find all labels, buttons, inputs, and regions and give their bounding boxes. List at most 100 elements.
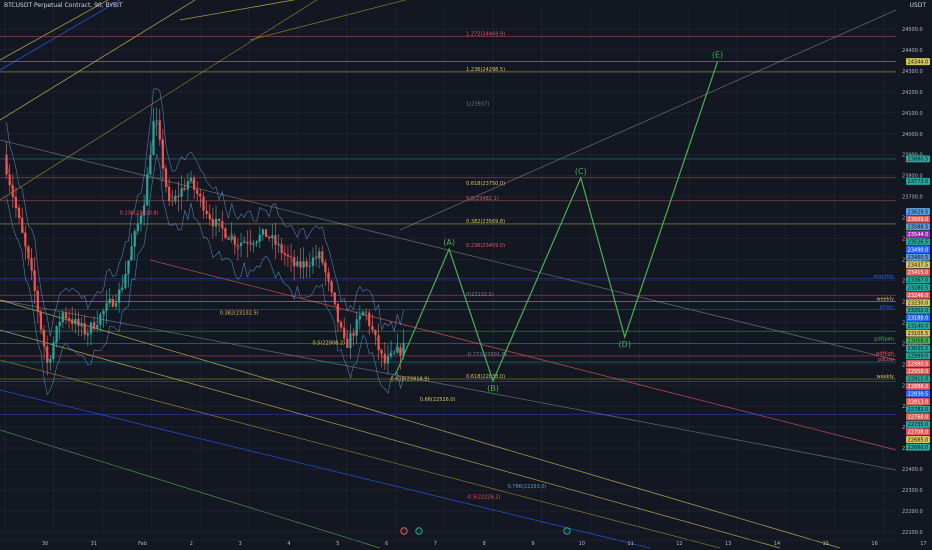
candle-body	[196, 189, 199, 195]
candle-body	[186, 181, 189, 190]
fib-label: -0.5(22226.2)	[466, 495, 500, 501]
candle-body	[324, 262, 327, 273]
candle-body	[46, 346, 49, 363]
candle-body	[343, 327, 346, 339]
price-tag	[906, 344, 930, 352]
lower-band	[6, 154, 404, 396]
level-name-label: pdOpen	[874, 336, 894, 342]
time-tick-label: 2	[190, 541, 193, 547]
level-name-label: weekly	[877, 374, 895, 380]
candle-body	[5, 154, 8, 175]
event-marker-icon	[563, 527, 571, 535]
candle-body	[383, 353, 386, 364]
wave-label: (E)	[712, 51, 723, 60]
candle-body	[89, 322, 93, 334]
time-tick-label: 9	[531, 541, 534, 547]
candle-body	[133, 231, 136, 247]
fib-label: 0.236(23459.0)	[466, 243, 505, 249]
price-tick-label: 23700.0	[902, 195, 923, 201]
candle-body	[168, 186, 171, 201]
price-tag-label: 22911.0	[908, 377, 929, 383]
candle-body	[349, 333, 352, 348]
price-tag	[906, 306, 930, 314]
candle-body	[155, 120, 158, 122]
candle-body	[71, 320, 74, 325]
candle-body	[183, 188, 186, 190]
candle-body	[255, 241, 258, 243]
price-tag-label: 22958.0	[908, 369, 929, 375]
candle-body	[143, 205, 146, 216]
candle-body	[83, 323, 86, 335]
price-tick-label: 24400.0	[902, 48, 923, 54]
price-tag	[906, 337, 930, 345]
horizontal-levels	[0, 35, 896, 415]
time-tick-label: 15	[823, 541, 829, 547]
time-tick-label: 7	[434, 541, 437, 547]
candle-body	[230, 236, 233, 240]
price-tag-label: 23230.0	[908, 301, 929, 307]
candle-body	[243, 242, 246, 243]
price-tick-label: 22600.0	[902, 425, 923, 431]
channel-line	[0, 0, 121, 71]
channel-line	[0, 389, 651, 549]
candle-body	[180, 188, 183, 197]
price-tag-label: 23490.0	[908, 247, 929, 253]
candle-body	[393, 352, 396, 354]
candle-body	[371, 325, 374, 330]
candle-body	[274, 235, 277, 245]
channel-line	[179, 0, 296, 21]
channel-line	[0, 299, 897, 471]
price-tag	[906, 352, 930, 360]
candle-body	[308, 265, 311, 267]
candle-body	[77, 318, 80, 326]
price-tick-label: 24500.0	[902, 27, 923, 33]
channel-line	[0, 139, 897, 361]
price-tag-label: 23544.0	[908, 232, 929, 238]
price-tags: 24344.0 23880.5 23773.0 23629.5 23609.0 23588…	[906, 58, 930, 451]
candle-body	[339, 322, 343, 328]
price-tag	[906, 291, 930, 299]
price-tag	[906, 398, 930, 406]
candle-body	[299, 261, 302, 268]
price-tag	[906, 246, 930, 254]
level-name-label: prdan	[879, 304, 894, 310]
price-tag	[906, 261, 930, 269]
candle-body	[105, 303, 108, 311]
price-tag	[906, 208, 930, 216]
event-marker-icon	[415, 527, 423, 535]
level-name-label: weekly	[877, 296, 895, 302]
price-tag	[906, 155, 930, 163]
candle-body	[14, 197, 18, 208]
fib-label: 0.66(22526.0)	[420, 397, 456, 403]
time-axis[interactable]: 30 31 Feb 2 3 4 5 6 7 8 9 10 11 12 13 14 15 16 17	[0, 539, 927, 547]
wave-label: (D)	[619, 340, 631, 349]
candle-body	[211, 219, 214, 227]
candle-body	[108, 299, 111, 304]
fib-label: 0.786(22293.0)	[508, 484, 547, 490]
candle-body	[8, 174, 11, 186]
price-tag-label: 22830.5	[908, 392, 929, 398]
candle-body	[17, 207, 21, 218]
candle-body	[374, 329, 377, 336]
price-tag-label: 23367.0	[908, 278, 929, 284]
level-name-label: pdLow	[878, 357, 894, 363]
price-tag	[906, 367, 930, 375]
candle-body	[21, 217, 24, 233]
fib-label: 1(23937)	[466, 102, 489, 108]
price-tag-label: 23460.5	[908, 255, 929, 261]
candle-body	[33, 270, 36, 291]
price-tag-label: 22708.0	[908, 430, 929, 436]
price-tag	[906, 299, 930, 307]
candle-body	[352, 333, 355, 336]
fib-label: 0.236(23610.8)	[120, 211, 159, 217]
price-tick-label: 22400.0	[902, 467, 923, 473]
channel-line	[249, 0, 407, 41]
channel-line	[0, 299, 841, 549]
price-tag	[906, 405, 930, 413]
candle-body	[239, 242, 243, 246]
candle-body	[11, 185, 14, 198]
price-tag	[906, 390, 930, 398]
candle-body	[80, 323, 83, 326]
channel-line	[0, 429, 381, 549]
